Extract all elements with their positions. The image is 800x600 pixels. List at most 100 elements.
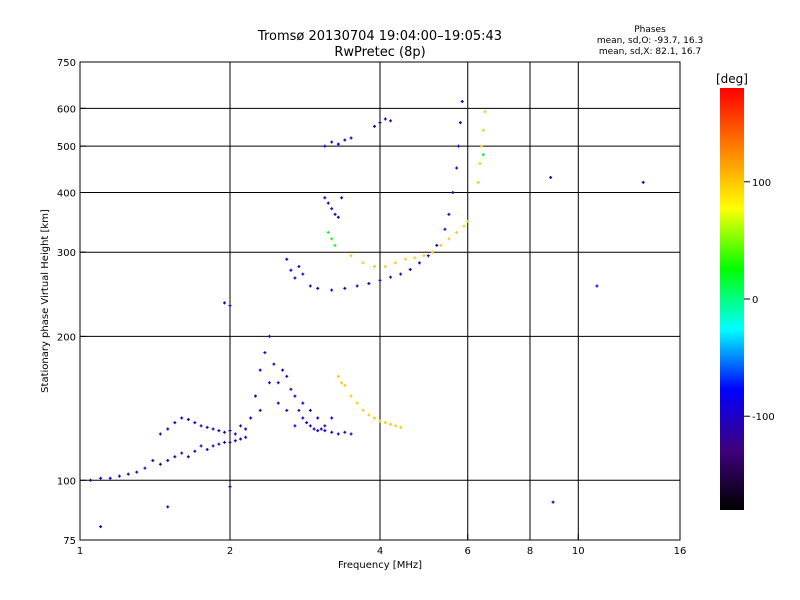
data-point bbox=[276, 401, 280, 405]
x-tick-label: 16 bbox=[674, 546, 687, 557]
y-axis-label: Stationary phase Virtual Height [km] bbox=[40, 209, 51, 393]
data-point bbox=[336, 374, 340, 378]
data-point bbox=[312, 427, 316, 431]
data-point bbox=[326, 230, 330, 234]
data-point bbox=[244, 435, 248, 439]
data-point bbox=[217, 442, 221, 446]
data-point bbox=[211, 427, 215, 431]
data-point bbox=[333, 243, 337, 247]
data-point bbox=[285, 408, 289, 412]
data-point bbox=[258, 368, 262, 372]
data-point bbox=[173, 455, 177, 459]
data-point bbox=[460, 100, 464, 104]
data-point bbox=[480, 144, 484, 148]
data-point bbox=[426, 254, 430, 258]
y-tick-label: 100 bbox=[57, 476, 76, 487]
data-point bbox=[249, 416, 253, 420]
data-point bbox=[143, 466, 147, 470]
data-point bbox=[343, 138, 347, 142]
y-tick-label: 400 bbox=[57, 188, 76, 199]
y-tick-label: 300 bbox=[57, 248, 76, 259]
data-point bbox=[422, 254, 426, 258]
data-point bbox=[330, 288, 334, 292]
x-tick-label: 4 bbox=[377, 546, 383, 557]
data-point bbox=[462, 224, 466, 228]
data-point bbox=[308, 408, 312, 412]
data-point bbox=[389, 119, 393, 123]
data-point bbox=[326, 201, 330, 205]
data-point bbox=[378, 278, 382, 282]
data-point bbox=[301, 416, 305, 420]
colorbar-ticks: 100 0 -100 bbox=[744, 178, 775, 423]
data-point bbox=[319, 427, 323, 431]
data-point bbox=[267, 334, 271, 338]
data-point bbox=[323, 144, 327, 148]
data-point bbox=[641, 180, 645, 184]
data-point bbox=[383, 421, 387, 425]
colorbar-label: [deg] bbox=[716, 72, 748, 86]
data-point bbox=[253, 394, 257, 398]
colorbar bbox=[720, 88, 744, 510]
phases-x-line: mean, sd,X: 82.1, 16.7 bbox=[599, 47, 701, 57]
data-point bbox=[367, 282, 371, 286]
x-tick-label: 6 bbox=[465, 546, 471, 557]
data-point bbox=[340, 381, 344, 385]
data-point bbox=[228, 440, 232, 444]
data-point bbox=[447, 237, 451, 241]
data-point bbox=[135, 470, 139, 474]
data-point bbox=[378, 419, 382, 423]
data-point bbox=[330, 140, 334, 144]
data-point bbox=[276, 381, 280, 385]
data-point bbox=[367, 413, 371, 417]
data-point bbox=[373, 416, 377, 420]
data-point bbox=[293, 276, 297, 280]
data-point bbox=[267, 381, 271, 385]
data-point bbox=[355, 401, 359, 405]
data-point bbox=[383, 117, 387, 121]
data-point bbox=[340, 196, 344, 200]
data-point bbox=[223, 301, 227, 305]
data-point bbox=[343, 383, 347, 387]
data-point bbox=[89, 478, 93, 482]
data-point bbox=[117, 474, 121, 478]
data-point bbox=[263, 351, 267, 355]
data-point bbox=[330, 237, 334, 241]
data-point bbox=[173, 421, 177, 425]
data-point bbox=[378, 121, 382, 125]
data-point bbox=[239, 424, 243, 428]
data-point bbox=[217, 429, 221, 433]
data-point bbox=[289, 268, 293, 272]
ticks-layer: 1 2 4 6 8 10 16 75 100 200 300 400 500 600 750 bbox=[57, 58, 686, 557]
data-point bbox=[258, 408, 262, 412]
data-point bbox=[458, 121, 462, 125]
data-point bbox=[349, 136, 353, 140]
data-point bbox=[336, 215, 340, 219]
phases-title: Phases bbox=[634, 25, 666, 35]
data-point bbox=[166, 427, 170, 431]
data-point bbox=[478, 161, 482, 165]
data-point bbox=[180, 416, 184, 420]
data-point bbox=[455, 230, 459, 234]
data-point bbox=[451, 190, 455, 194]
data-point bbox=[285, 374, 289, 378]
data-point bbox=[336, 432, 340, 436]
data-point bbox=[244, 427, 248, 431]
y-tick-label: 500 bbox=[57, 142, 76, 153]
data-point bbox=[199, 424, 203, 428]
data-point bbox=[349, 432, 353, 436]
data-point bbox=[439, 243, 443, 247]
data-point bbox=[549, 175, 553, 179]
data-point bbox=[457, 144, 461, 148]
data-point bbox=[383, 265, 387, 269]
colorbar-tick-label: -100 bbox=[752, 412, 775, 423]
data-point bbox=[233, 439, 237, 443]
colorbar-tick-label: 100 bbox=[752, 178, 771, 189]
data-point bbox=[193, 421, 197, 425]
data-point bbox=[551, 500, 555, 504]
data-point bbox=[297, 408, 301, 412]
data-point bbox=[373, 265, 377, 269]
data-point bbox=[281, 368, 285, 372]
data-point bbox=[361, 261, 365, 265]
data-point bbox=[228, 485, 232, 489]
data-point bbox=[417, 261, 421, 265]
